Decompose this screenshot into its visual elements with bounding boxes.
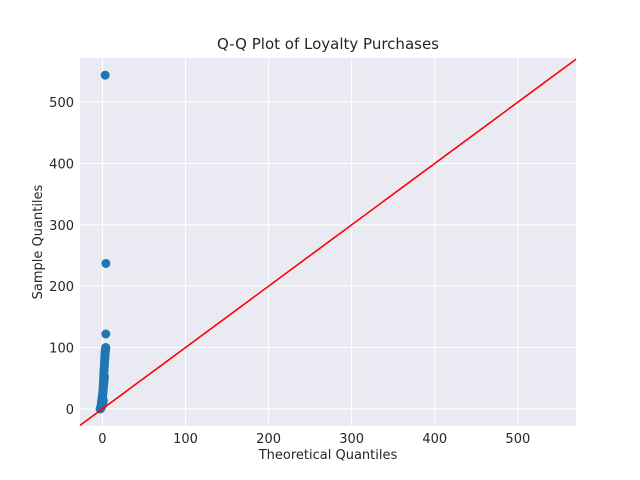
x-tick-label: 400 — [422, 432, 447, 447]
data-point — [101, 342, 111, 352]
x-axis-ticks: 0 100 200 300 400 500 — [98, 432, 530, 447]
y-tick-label: 100 — [49, 341, 74, 356]
x-tick-label: 200 — [256, 432, 281, 447]
x-tick-label: 100 — [173, 432, 198, 447]
x-tick-label: 0 — [98, 432, 106, 447]
chart-title: Q-Q Plot of Loyalty Purchases — [217, 35, 439, 53]
y-tick-label: 500 — [49, 96, 74, 111]
data-point — [101, 329, 111, 339]
data-points — [95, 70, 111, 414]
reference-line — [79, 58, 577, 427]
data-point — [101, 258, 111, 268]
x-tick-label: 300 — [339, 432, 364, 447]
x-tick-label: 500 — [505, 432, 530, 447]
y-axis-ticks: 0 100 200 300 400 500 — [49, 96, 74, 418]
y-tick-label: 200 — [49, 280, 74, 295]
y-tick-label: 400 — [49, 157, 74, 172]
x-axis-label: Theoretical Quantiles — [258, 448, 398, 463]
y-tick-label: 300 — [49, 219, 74, 234]
data-point — [100, 70, 110, 80]
y-tick-label: 0 — [66, 403, 74, 418]
y-axis-label: Sample Quantiles — [31, 184, 46, 299]
grid-lines — [80, 58, 576, 426]
